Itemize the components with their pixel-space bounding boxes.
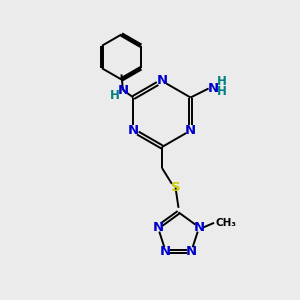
Text: N: N	[208, 82, 219, 95]
Text: H: H	[217, 85, 226, 98]
Text: N: N	[152, 221, 164, 234]
Text: N: N	[194, 221, 205, 234]
Text: N: N	[156, 74, 168, 88]
Text: N: N	[185, 124, 196, 137]
Text: S: S	[171, 181, 180, 194]
Text: N: N	[128, 124, 139, 137]
Text: H: H	[110, 89, 119, 102]
Text: N: N	[186, 245, 197, 258]
Text: CH₃: CH₃	[216, 218, 237, 228]
Text: N: N	[160, 245, 171, 258]
Text: H: H	[217, 75, 226, 88]
Text: N: N	[117, 83, 128, 97]
